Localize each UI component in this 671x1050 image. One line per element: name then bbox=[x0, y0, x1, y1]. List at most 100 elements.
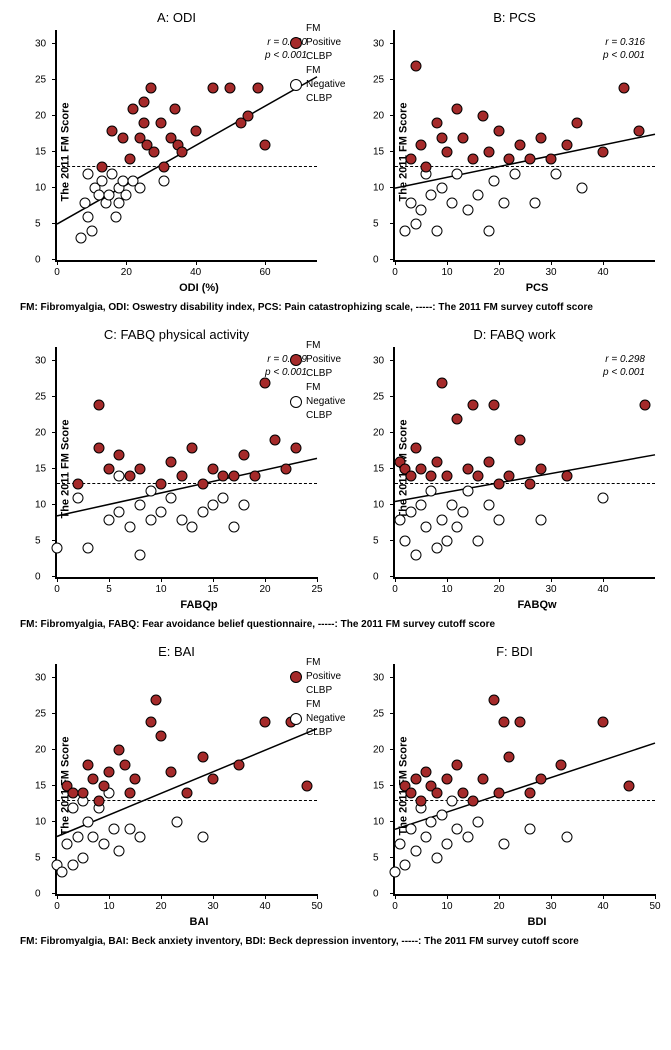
point-positive bbox=[416, 795, 427, 806]
point-negative bbox=[462, 831, 473, 842]
xtick: 50 bbox=[311, 901, 322, 912]
point-positive bbox=[535, 464, 546, 475]
point-negative bbox=[135, 831, 146, 842]
panel-d-title: D: FABQ work bbox=[348, 327, 671, 342]
point-negative bbox=[499, 197, 510, 208]
ytick: 5 bbox=[35, 536, 41, 547]
ytick: 0 bbox=[373, 889, 379, 900]
point-positive bbox=[410, 442, 421, 453]
point-positive bbox=[145, 716, 156, 727]
point-positive bbox=[488, 694, 499, 705]
ytick: 25 bbox=[35, 75, 46, 86]
ytick: 20 bbox=[373, 428, 384, 439]
point-negative bbox=[83, 543, 94, 554]
xtick: 30 bbox=[207, 901, 218, 912]
point-negative bbox=[436, 809, 447, 820]
xtick: 20 bbox=[259, 584, 270, 595]
point-positive bbox=[535, 132, 546, 143]
point-negative bbox=[395, 514, 406, 525]
ytick: 5 bbox=[35, 219, 41, 230]
point-negative bbox=[76, 233, 87, 244]
point-negative bbox=[135, 500, 146, 511]
xtick: 40 bbox=[597, 267, 608, 278]
point-positive bbox=[197, 478, 208, 489]
point-negative bbox=[426, 817, 437, 828]
point-positive bbox=[249, 471, 260, 482]
point-negative bbox=[431, 853, 442, 864]
point-positive bbox=[410, 774, 421, 785]
ytick: 10 bbox=[35, 500, 46, 511]
point-positive bbox=[280, 464, 291, 475]
point-positive bbox=[457, 132, 468, 143]
point-negative bbox=[561, 831, 572, 842]
point-positive bbox=[124, 788, 135, 799]
point-positive bbox=[97, 161, 108, 172]
point-negative bbox=[447, 197, 458, 208]
point-negative bbox=[83, 817, 94, 828]
ytick: 30 bbox=[373, 39, 384, 50]
point-positive bbox=[598, 716, 609, 727]
point-positive bbox=[639, 399, 650, 410]
point-negative bbox=[400, 226, 411, 237]
point-positive bbox=[436, 377, 447, 388]
ytick: 0 bbox=[373, 572, 379, 583]
legend-neg-label: FM Negative CLBP bbox=[306, 698, 345, 740]
point-positive bbox=[291, 442, 302, 453]
legend-neg-label: FM Negative CLBP bbox=[306, 381, 345, 423]
point-positive bbox=[124, 471, 135, 482]
point-negative bbox=[442, 838, 453, 849]
point-positive bbox=[260, 377, 271, 388]
point-negative bbox=[72, 831, 83, 842]
point-negative bbox=[488, 175, 499, 186]
point-negative bbox=[535, 514, 546, 525]
ytick: 20 bbox=[35, 745, 46, 756]
point-positive bbox=[504, 154, 515, 165]
point-positive bbox=[416, 140, 427, 151]
xtick: 10 bbox=[155, 584, 166, 595]
ytick: 30 bbox=[373, 356, 384, 367]
point-negative bbox=[79, 197, 90, 208]
point-positive bbox=[494, 788, 505, 799]
xtick: 25 bbox=[311, 584, 322, 595]
point-negative bbox=[159, 175, 170, 186]
point-negative bbox=[197, 507, 208, 518]
point-negative bbox=[114, 507, 125, 518]
point-negative bbox=[156, 507, 167, 518]
ytick: 25 bbox=[35, 392, 46, 403]
point-positive bbox=[494, 125, 505, 136]
point-positive bbox=[114, 449, 125, 460]
point-positive bbox=[156, 478, 167, 489]
xtick: 10 bbox=[103, 901, 114, 912]
point-negative bbox=[135, 550, 146, 561]
point-negative bbox=[171, 817, 182, 828]
point-negative bbox=[72, 492, 83, 503]
point-positive bbox=[624, 781, 635, 792]
point-positive bbox=[107, 125, 118, 136]
point-positive bbox=[572, 118, 583, 129]
chart-grid: A: ODI The 2011 FM Score 051015202530020… bbox=[10, 10, 671, 294]
point-positive bbox=[431, 457, 442, 468]
point-positive bbox=[504, 471, 515, 482]
xtick: 0 bbox=[392, 267, 398, 278]
panel-e: E: BAI The 2011 FM Score 051015202530010… bbox=[10, 644, 343, 928]
point-negative bbox=[135, 183, 146, 194]
point-positive bbox=[561, 471, 572, 482]
point-positive bbox=[270, 435, 281, 446]
point-positive bbox=[431, 788, 442, 799]
ytick: 20 bbox=[373, 111, 384, 122]
point-negative bbox=[124, 824, 135, 835]
point-negative bbox=[107, 168, 118, 179]
point-negative bbox=[400, 536, 411, 547]
point-positive bbox=[187, 442, 198, 453]
xtick: 40 bbox=[190, 267, 201, 278]
point-positive bbox=[225, 82, 236, 93]
panel-c-chart: 0510152025300510152025r = 0.299p < 0.001 bbox=[55, 347, 317, 579]
point-negative bbox=[551, 168, 562, 179]
regression-line bbox=[57, 347, 317, 577]
panel-b-chart: 051015202530010203040r = 0.316p < 0.001 bbox=[393, 30, 655, 262]
point-negative bbox=[494, 514, 505, 525]
caption-row1: FM: Fibromyalgia, ODI: Oswestry disabili… bbox=[20, 302, 671, 313]
point-positive bbox=[72, 478, 83, 489]
point-negative bbox=[416, 204, 427, 215]
legend-pos-label: FM Positive CLBP bbox=[306, 339, 345, 381]
